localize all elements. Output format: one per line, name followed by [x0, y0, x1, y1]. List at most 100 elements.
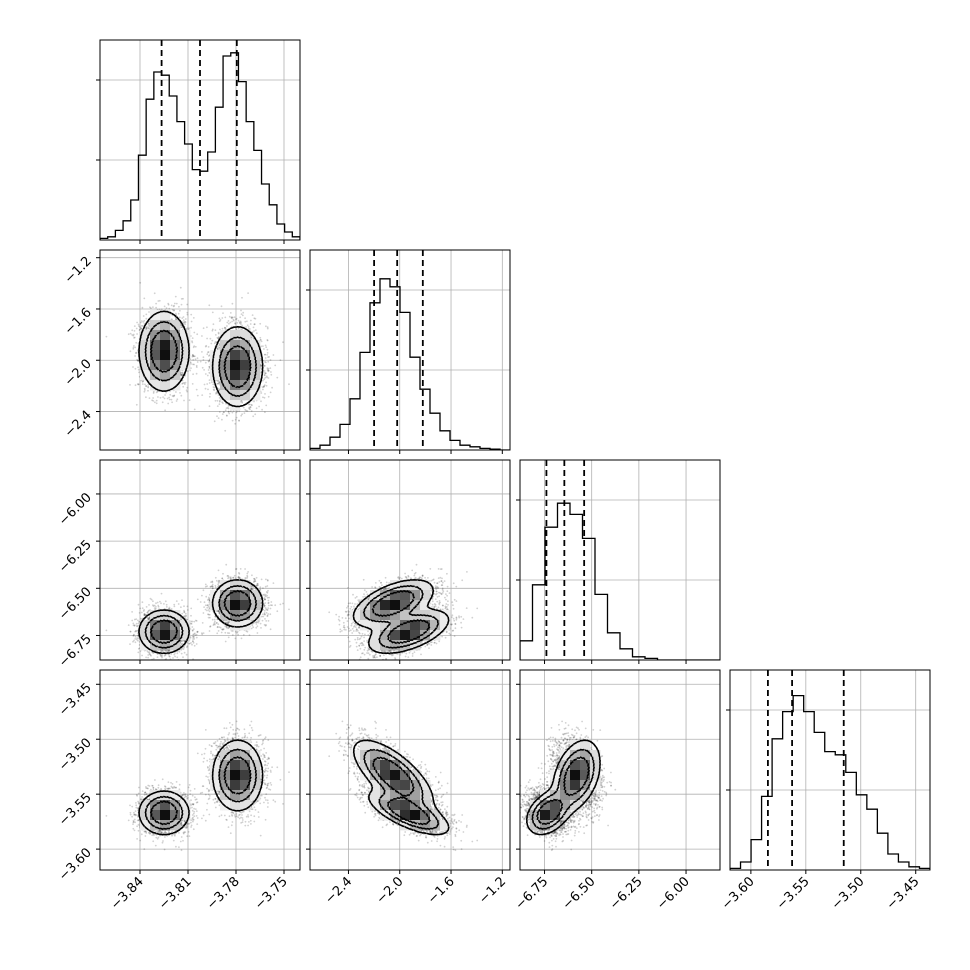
scatter-point [179, 392, 181, 394]
scatter-point [267, 613, 270, 615]
scatter-point [226, 325, 228, 327]
scatter-point [183, 399, 185, 402]
scatter-point [208, 382, 211, 384]
density-cell [180, 340, 191, 351]
scatter-point [222, 620, 225, 622]
scatter-point [176, 398, 179, 401]
scatter-point [145, 385, 148, 387]
scatter-point [142, 321, 145, 323]
scatter-point [218, 411, 221, 413]
scatter-point [216, 632, 219, 635]
scatter-point [262, 379, 264, 382]
scatter-point [266, 348, 269, 351]
scatter-point [196, 333, 199, 336]
scatter-point [184, 612, 187, 615]
scatter-point [156, 390, 159, 393]
scatter-point [243, 412, 246, 414]
scatter-point [192, 317, 195, 319]
scatter-point [155, 391, 158, 394]
scatter-point [220, 305, 223, 308]
scatter-point [218, 342, 221, 345]
scatter-point [148, 604, 150, 606]
scatter-point [134, 355, 137, 357]
scatter-point [239, 322, 241, 325]
scatter-point [147, 327, 150, 330]
scatter-point [214, 329, 217, 332]
scatter-point [266, 367, 269, 369]
scatter-point [145, 327, 147, 330]
scatter-point [129, 643, 131, 645]
scatter-point [271, 386, 273, 389]
scatter-point [214, 334, 217, 336]
scatter-point [172, 395, 175, 398]
scatter-point [263, 374, 266, 377]
scatter-point [238, 577, 241, 580]
scatter-point [157, 604, 160, 607]
scatter-point [256, 625, 259, 628]
scatter-point [217, 582, 220, 584]
scatter-point [209, 392, 212, 395]
density-2-0 [105, 563, 290, 660]
scatter-point [193, 408, 196, 411]
scatter-point [183, 646, 185, 649]
scatter-point [267, 601, 270, 604]
scatter-point [175, 312, 177, 315]
scatter-point [224, 640, 227, 643]
scatter-point [264, 585, 267, 588]
scatter-point [237, 576, 240, 579]
scatter-point [208, 601, 211, 604]
density-cell [150, 340, 161, 351]
scatter-point [186, 390, 189, 393]
scatter-point [214, 586, 217, 589]
scatter-point [251, 574, 253, 577]
scatter-point [238, 410, 241, 413]
scatter-point [191, 383, 194, 385]
scatter-point [168, 398, 171, 401]
scatter-point [240, 321, 243, 324]
scatter-point [253, 323, 256, 326]
scatter-point [216, 399, 219, 402]
scatter-point [186, 313, 189, 316]
scatter-point [161, 401, 164, 404]
scatter-point [139, 326, 142, 329]
scatter-point [145, 396, 147, 399]
scatter-point [208, 379, 211, 381]
scatter-point [132, 346, 135, 349]
scatter-point [191, 337, 194, 339]
scatter-point [141, 381, 144, 383]
scatter-point [203, 369, 206, 371]
scatter-point [223, 411, 225, 413]
scatter-point [140, 321, 142, 324]
scatter-point [264, 353, 266, 356]
scatter-point [223, 326, 226, 329]
scatter-point [216, 405, 219, 407]
scatter-point [135, 351, 138, 354]
scatter-point [185, 327, 187, 330]
scatter-point [213, 389, 216, 392]
density-cell [170, 340, 181, 351]
scatter-point [264, 607, 267, 609]
scatter-point [184, 320, 186, 323]
scatter-point [255, 584, 258, 587]
scatter-point [140, 327, 143, 329]
scatter-point [228, 315, 231, 318]
scatter-point [182, 321, 185, 324]
density-cell [150, 350, 161, 361]
contour-line [149, 329, 252, 389]
density-cell [170, 330, 181, 341]
scatter-point [145, 327, 148, 330]
scatter-point [263, 623, 266, 626]
scatter-point [180, 640, 183, 642]
scatter-point [170, 318, 173, 320]
scatter-point [251, 587, 254, 590]
scatter-point [190, 620, 193, 623]
scatter-point [132, 334, 135, 337]
scatter-point [245, 409, 248, 412]
scatter-point [186, 311, 189, 314]
scatter-point [191, 341, 194, 344]
scatter-point [258, 405, 260, 408]
scatter-point [270, 373, 273, 376]
scatter-point [144, 389, 146, 391]
scatter-point [148, 327, 151, 330]
scatter-point [217, 382, 220, 385]
